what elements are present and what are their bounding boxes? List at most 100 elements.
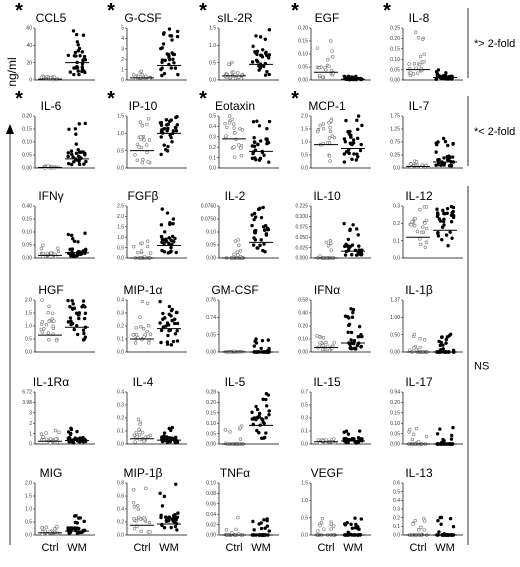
data-point-ctrl <box>413 216 417 221</box>
panel-21: IL-4 0.4 0.3 0.2 0.1 0.0 <box>117 375 187 448</box>
x-category-label: WM <box>159 542 179 554</box>
data-point-ctrl <box>232 122 236 126</box>
panel-19: IL-1β 1.37 1.00 0.50 0.00 <box>390 283 463 356</box>
data-point-wm <box>68 316 73 320</box>
data-point-wm <box>175 440 180 444</box>
data-point-wm <box>77 316 81 321</box>
data-point-wm <box>434 77 438 81</box>
data-point-wm <box>82 316 87 321</box>
data-point-wm <box>355 118 359 122</box>
data-point-wm <box>254 34 258 38</box>
data-point-ctrl <box>413 518 417 523</box>
data-point-ctrl <box>225 125 229 130</box>
data-point-wm <box>253 50 257 54</box>
y-tick-label: 0.0 <box>117 350 124 356</box>
data-point-ctrl <box>52 527 57 531</box>
data-point-wm <box>175 339 180 343</box>
y-tick-label: 0.20 <box>390 36 400 42</box>
data-point-ctrl <box>132 244 136 249</box>
data-point-wm <box>69 427 74 432</box>
data-point-wm <box>167 304 172 309</box>
y-tick-label: 0.0 <box>301 533 308 539</box>
data-point-ctrl <box>418 207 422 212</box>
data-point-ctrl <box>232 126 236 130</box>
y-tick-label: 0.10 <box>206 230 216 236</box>
data-point-ctrl <box>144 143 149 147</box>
panel-title: CCL5 <box>36 11 67 25</box>
data-point-wm <box>265 518 269 523</box>
data-point-wm <box>70 306 75 311</box>
data-point-ctrl <box>137 427 141 432</box>
panel-title: EGF <box>315 11 340 25</box>
panel-27: TNFα 0.10 0.08 0.06 0.04 0.02 0.00 Ctrl WM <box>206 466 279 554</box>
data-point-wm <box>173 513 177 517</box>
data-point-ctrl <box>228 430 232 434</box>
data-point-wm <box>450 155 455 159</box>
data-point-wm <box>256 246 260 250</box>
y-tick-label: 0.10 <box>22 230 32 236</box>
data-point-wm <box>257 522 261 526</box>
data-point-ctrl <box>56 246 60 250</box>
y-tick-label: 0.3 <box>117 311 124 317</box>
panel-title: IL-13 <box>405 466 433 480</box>
data-point-ctrl <box>239 153 244 158</box>
data-point-wm <box>70 237 75 241</box>
data-point-wm <box>444 341 448 345</box>
data-point-wm <box>253 215 258 219</box>
y-tick-label: 0.3 <box>209 135 216 141</box>
data-point-wm <box>261 225 266 229</box>
data-point-wm <box>356 127 360 132</box>
data-point-wm <box>72 160 76 164</box>
data-point-wm <box>447 158 451 163</box>
y-tick-label: 0.76 <box>206 298 216 304</box>
y-tick-label: 0.00 <box>390 350 400 356</box>
data-point-wm <box>355 343 360 348</box>
y-tick-label: 0.0 <box>25 533 32 539</box>
data-point-wm <box>70 527 74 531</box>
data-point-ctrl <box>134 430 139 435</box>
data-point-ctrl <box>134 326 138 330</box>
data-point-wm <box>447 154 451 158</box>
panel-title: MIP-1α <box>124 283 163 297</box>
y-tick-label: 1.0 <box>301 498 308 504</box>
data-point-wm <box>358 148 363 153</box>
y-tick-label: 0.20 <box>22 114 32 120</box>
data-point-wm <box>446 244 450 248</box>
data-point-ctrl <box>42 327 46 331</box>
y-tick-label: 0.10 <box>22 140 32 146</box>
y-tick-label: 0.5 <box>209 60 216 66</box>
data-point-wm <box>68 305 72 309</box>
y-tick-label: 0.50 <box>390 332 400 338</box>
data-point-wm <box>350 526 355 530</box>
data-point-ctrl <box>48 441 53 445</box>
data-point-wm <box>162 525 167 530</box>
data-point-ctrl <box>328 159 332 163</box>
data-point-wm <box>263 73 268 77</box>
data-point-wm <box>252 140 257 145</box>
data-point-wm <box>66 53 71 58</box>
data-point-wm <box>74 323 79 328</box>
data-point-wm <box>171 517 175 521</box>
data-point-ctrl <box>140 299 145 304</box>
y-tick-label: 0.000 <box>295 256 308 262</box>
y-tick-label: 20 <box>26 60 32 66</box>
y-tick-label: 0.75 <box>390 140 400 146</box>
y-tick-label: 3 <box>29 411 32 417</box>
data-point-wm <box>75 332 80 337</box>
x-category-label: Ctrl <box>133 542 150 554</box>
y-tick-label: 0.10 <box>206 481 216 487</box>
data-point-ctrl <box>316 438 320 442</box>
data-point-wm <box>265 137 269 141</box>
y-tick-label: 4 <box>121 36 124 42</box>
data-point-wm <box>82 54 87 59</box>
data-point-ctrl <box>47 337 51 342</box>
data-point-wm <box>445 211 449 215</box>
data-point-ctrl <box>139 135 143 139</box>
data-point-ctrl <box>140 124 145 128</box>
panel-title: VEGF <box>311 466 344 480</box>
significance-star: * <box>15 0 23 22</box>
y-tick-label: 0.00 <box>22 256 32 262</box>
data-point-ctrl <box>409 162 413 166</box>
data-point-wm <box>359 333 363 337</box>
data-point-ctrl <box>408 427 412 432</box>
